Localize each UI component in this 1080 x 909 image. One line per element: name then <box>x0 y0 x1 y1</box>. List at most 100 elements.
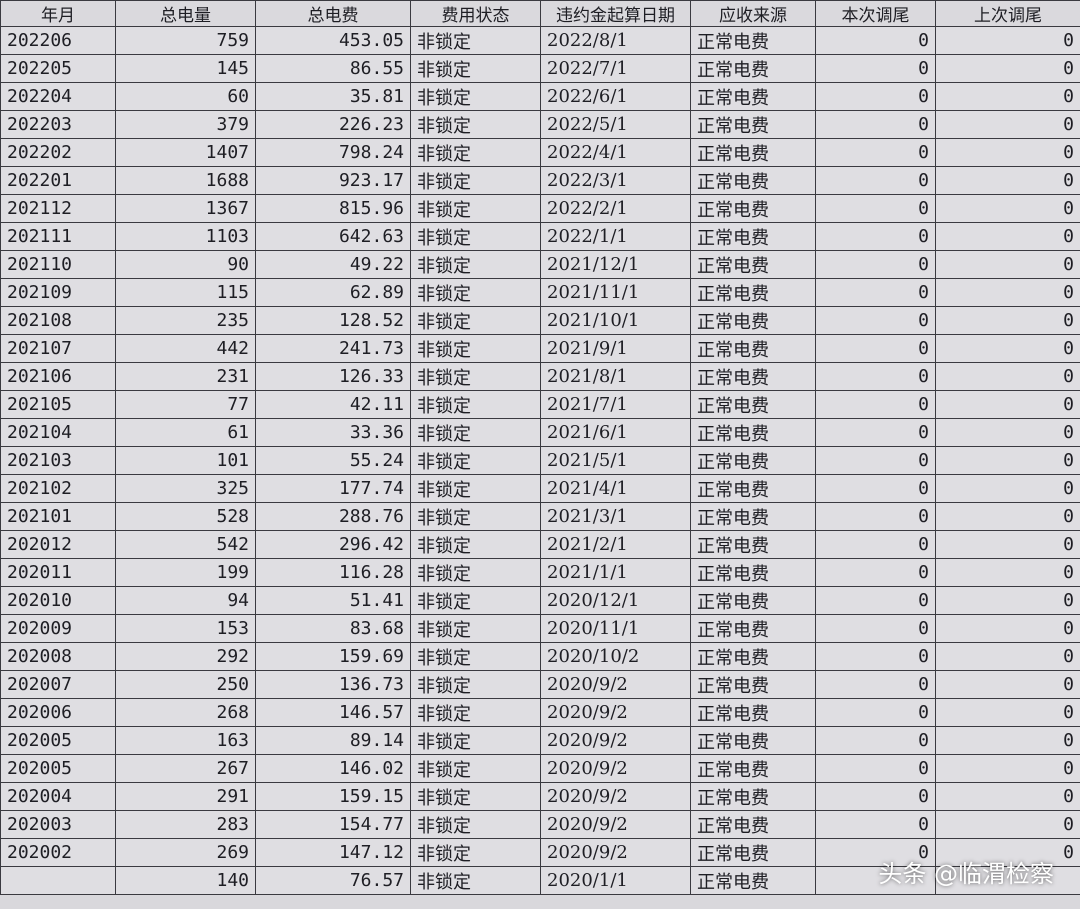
table-cell: 2020/12/1 <box>540 586 691 615</box>
table-cell: 正常电费 <box>690 334 816 363</box>
column-header: 总电量 <box>115 0 256 27</box>
table-cell: 非锁定 <box>410 474 541 503</box>
table-cell: 241.73 <box>255 334 411 363</box>
table-row: 202004 291 159.15 非锁定 2020/9/2 正常电费 0 0 <box>0 782 1080 811</box>
column-header: 本次调尾 <box>815 0 936 27</box>
table-cell: 0 <box>935 82 1080 111</box>
table-cell: 0 <box>935 726 1080 755</box>
table-cell: 0 <box>815 838 936 867</box>
table-cell: 2021/11/1 <box>540 278 691 307</box>
table-cell: 0 <box>935 138 1080 167</box>
table-cell: 2022/6/1 <box>540 82 691 111</box>
table-row: 202003 283 154.77 非锁定 2020/9/2 正常电费 0 0 <box>0 810 1080 839</box>
table-cell: 202106 <box>0 362 116 391</box>
table-cell: 250 <box>115 670 256 699</box>
table-cell: 202203 <box>0 110 116 139</box>
table-cell: 2020/11/1 <box>540 614 691 643</box>
table-cell: 0 <box>935 306 1080 335</box>
table-cell: 正常电费 <box>690 642 816 671</box>
table-cell: 528 <box>115 502 256 531</box>
table-cell: 0 <box>815 446 936 475</box>
table-cell: 798.24 <box>255 138 411 167</box>
table-cell: 0 <box>815 222 936 251</box>
table-cell: 202206 <box>0 26 116 55</box>
table-cell: 正常电费 <box>690 614 816 643</box>
table-cell: 2021/7/1 <box>540 390 691 419</box>
table-cell: 61 <box>115 418 256 447</box>
table-cell: 86.55 <box>255 54 411 83</box>
table-cell: 正常电费 <box>690 586 816 615</box>
header-row: 年月 总电量 总电费 费用状态 违约金起算日期 应收来源 本次调尾 上次调尾 <box>0 0 1080 27</box>
table-cell: 0 <box>935 642 1080 671</box>
table-cell: 2022/3/1 <box>540 166 691 195</box>
table-row: 202009 153 83.68 非锁定 2020/11/1 正常电费 0 0 <box>0 614 1080 643</box>
table-row: 202110 90 49.22 非锁定 2021/12/1 正常电费 0 0 <box>0 250 1080 279</box>
table-cell: 正常电费 <box>690 26 816 55</box>
table-cell: 202108 <box>0 306 116 335</box>
table-cell: 正常电费 <box>690 782 816 811</box>
table-cell: 2020/9/2 <box>540 782 691 811</box>
table-cell: 442 <box>115 334 256 363</box>
table-cell: 正常电费 <box>690 866 816 895</box>
table-cell: 0 <box>935 222 1080 251</box>
table-cell: 0 <box>935 558 1080 587</box>
column-header: 费用状态 <box>410 0 541 27</box>
table-cell: 正常电费 <box>690 754 816 783</box>
table-cell: 非锁定 <box>410 782 541 811</box>
table-row: 202204 60 35.81 非锁定 2022/6/1 正常电费 0 0 <box>0 82 1080 111</box>
column-header: 违约金起算日期 <box>540 0 691 27</box>
table-cell: 159.69 <box>255 642 411 671</box>
table-cell: 202002 <box>0 838 116 867</box>
table-cell: 正常电费 <box>690 418 816 447</box>
table-cell: 202101 <box>0 502 116 531</box>
table-row: 202008 292 159.69 非锁定 2020/10/2 正常电费 0 0 <box>0 642 1080 671</box>
table-cell: 2021/12/1 <box>540 250 691 279</box>
table-cell: 2022/4/1 <box>540 138 691 167</box>
table-cell: 0 <box>935 670 1080 699</box>
table-cell: 288.76 <box>255 502 411 531</box>
table-cell: 非锁定 <box>410 558 541 587</box>
column-header: 总电费 <box>255 0 411 27</box>
table-cell: 42.11 <box>255 390 411 419</box>
table-cell: 非锁定 <box>410 614 541 643</box>
table-cell: 0 <box>815 82 936 111</box>
table-cell: 0 <box>815 306 936 335</box>
table-cell: 2021/6/1 <box>540 418 691 447</box>
table-cell: 0 <box>815 726 936 755</box>
table-cell: 正常电费 <box>690 670 816 699</box>
table-cell: 2020/9/2 <box>540 810 691 839</box>
table-cell: 非锁定 <box>410 82 541 111</box>
table-cell: 2021/1/1 <box>540 558 691 587</box>
table-cell: 1407 <box>115 138 256 167</box>
table-cell: 2022/7/1 <box>540 54 691 83</box>
table-cell <box>815 866 936 895</box>
table-cell: 0 <box>935 474 1080 503</box>
table-cell: 0 <box>935 250 1080 279</box>
table-cell: 非锁定 <box>410 362 541 391</box>
table-cell: 非锁定 <box>410 334 541 363</box>
table-cell: 0 <box>935 754 1080 783</box>
table-cell: 202105 <box>0 390 116 419</box>
table-cell: 542 <box>115 530 256 559</box>
table-cell: 0 <box>815 334 936 363</box>
table-cell: 116.28 <box>255 558 411 587</box>
table-cell: 140 <box>115 866 256 895</box>
table-cell: 815.96 <box>255 194 411 223</box>
table-cell: 292 <box>115 642 256 671</box>
table-cell: 0 <box>935 698 1080 727</box>
table-cell: 0 <box>935 782 1080 811</box>
table-cell: 202110 <box>0 250 116 279</box>
table-cell: 202109 <box>0 278 116 307</box>
table-cell: 正常电费 <box>690 82 816 111</box>
table-cell: 正常电费 <box>690 362 816 391</box>
table-row: 202006 268 146.57 非锁定 2020/9/2 正常电费 0 0 <box>0 698 1080 727</box>
table-cell: 非锁定 <box>410 390 541 419</box>
table-cell: 202201 <box>0 166 116 195</box>
table-cell: 非锁定 <box>410 698 541 727</box>
table-cell: 正常电费 <box>690 222 816 251</box>
table-cell: 0 <box>935 194 1080 223</box>
table-cell: 146.57 <box>255 698 411 727</box>
table-cell: 正常电费 <box>690 698 816 727</box>
table-cell: 153 <box>115 614 256 643</box>
table-cell: 非锁定 <box>410 418 541 447</box>
